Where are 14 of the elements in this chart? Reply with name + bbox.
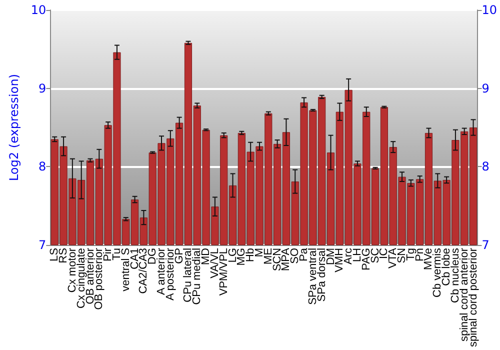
x-tick-label: OB posterior bbox=[93, 248, 106, 310]
y2-tick-label: 10 bbox=[482, 3, 498, 17]
y2-tick-label: 7 bbox=[482, 238, 490, 252]
y2-tick-label: 9 bbox=[482, 81, 490, 96]
y-tick-label: 7 bbox=[38, 238, 46, 252]
y-tick-label: 10 bbox=[30, 3, 46, 17]
x-tick-label: Tg bbox=[404, 248, 417, 261]
x-tick-label: M bbox=[253, 248, 266, 258]
x-tick-label: A posterior bbox=[164, 248, 176, 301]
x-tick-label: SPa dorsal bbox=[316, 248, 328, 302]
y2-tick-label: 8 bbox=[482, 160, 490, 174]
y-axis-title: Log2 (expression) bbox=[7, 74, 21, 181]
y-tick-label: 8 bbox=[38, 160, 46, 174]
y-tick-label: 9 bbox=[38, 81, 46, 96]
